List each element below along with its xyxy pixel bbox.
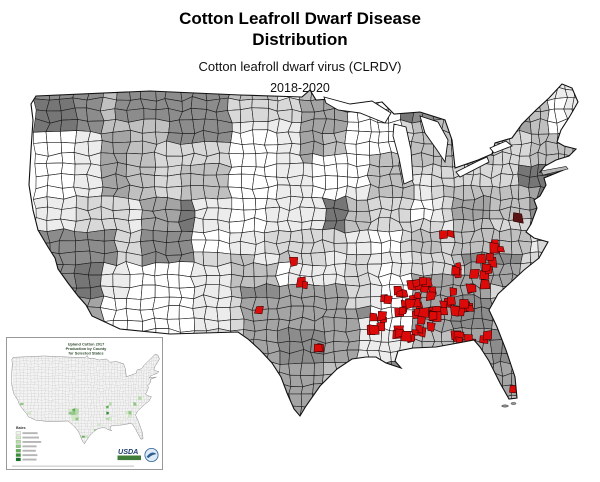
nass-globe-swoosh — [146, 452, 157, 458]
positive-county-layer — [254, 212, 524, 394]
inset-legend-label — [22, 432, 38, 435]
inset-legend-swatch — [15, 453, 21, 457]
inset-title: for Selected States — [68, 351, 103, 356]
inset-source-line — [12, 465, 134, 467]
inset-title: Production by County — [66, 346, 107, 351]
inset-legend-label — [22, 449, 36, 452]
usda-green-bar — [117, 455, 141, 461]
inset-legend-swatch — [15, 440, 21, 444]
florida-keys — [510, 402, 517, 405]
inset-legend: Bales — [15, 426, 42, 462]
usda-logo: USDA — [117, 447, 159, 463]
usda-wordmark: USDA — [118, 447, 138, 456]
inset-us-outline — [11, 353, 160, 445]
inset-legend-swatch — [15, 431, 21, 435]
inset-legend-swatch — [15, 435, 21, 440]
great-lakes — [323, 96, 513, 185]
inset-legend-swatch — [15, 448, 21, 453]
inset-county-layer — [11, 354, 160, 444]
long-island — [540, 166, 569, 176]
inset-legend-swatch — [15, 444, 21, 448]
inset-map-canvas: Upland Cotton 2017 Production by County fo… — [7, 338, 162, 469]
inset-title: Upland Cotton 2017 — [68, 342, 105, 347]
islands — [501, 166, 569, 408]
inset-map: Upland Cotton 2017 Production by County fo… — [6, 337, 163, 470]
inset-legend-title: Bales — [16, 426, 26, 430]
inset-legend-label — [22, 458, 37, 461]
inset-legend-label — [22, 445, 37, 448]
inset-legend-label — [22, 441, 42, 443]
inset-legend-label — [22, 454, 38, 457]
inset-legend-swatch — [15, 457, 21, 462]
inset-legend-label — [22, 436, 40, 439]
florida-keys — [501, 404, 509, 408]
